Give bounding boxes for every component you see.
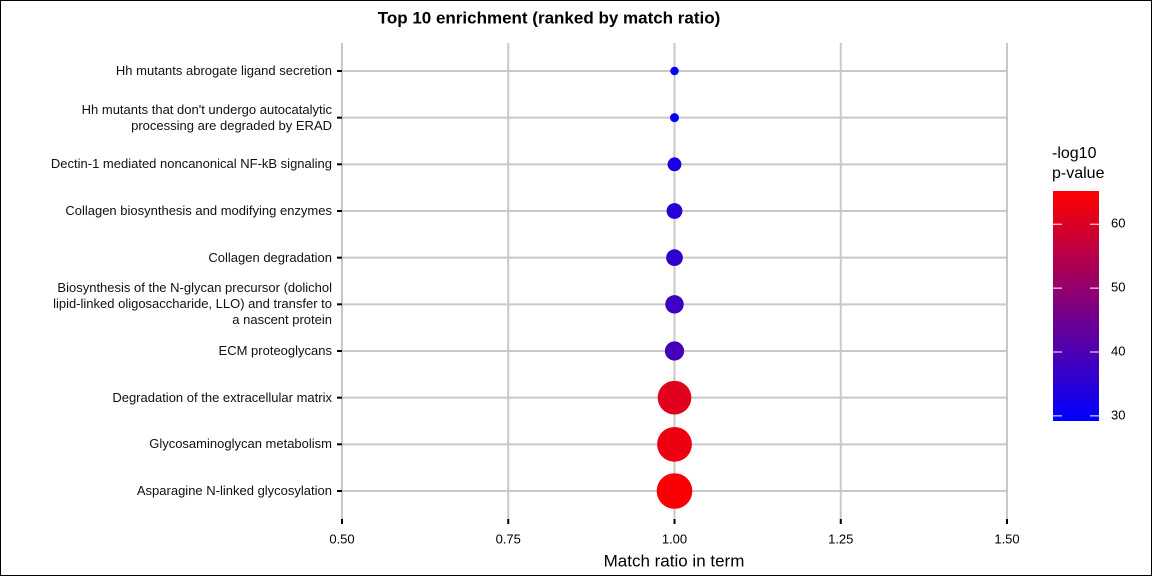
dot	[664, 341, 685, 361]
x-tick-label: 0.75	[496, 531, 521, 546]
dot	[667, 157, 682, 172]
x-tick-label: 1.25	[828, 531, 853, 546]
dot	[657, 380, 692, 415]
x-tick-label: 1.50	[994, 531, 1019, 546]
y-tick-label: Asparagine N-linked glycosylation	[136, 483, 332, 498]
chart-title: Top 10 enrichment (ranked by match ratio…	[378, 8, 721, 27]
dot	[656, 473, 693, 509]
dot	[666, 249, 683, 267]
y-tick-label: Glycosaminoglycan metabolism	[149, 436, 332, 452]
dot	[670, 113, 679, 123]
x-tick-label: 1.00	[662, 531, 687, 546]
y-tick-label: Degradation of the extracellular matrix	[112, 389, 332, 405]
colorbar-tick-label: 40	[1111, 343, 1125, 358]
colorbar-tick-label: 60	[1111, 216, 1125, 231]
dot	[665, 295, 684, 314]
dot	[666, 203, 683, 219]
colorbar-tick-label: 30	[1111, 407, 1125, 422]
y-tick-label: Hh mutants that don't undergo autocataly…	[81, 101, 332, 133]
colorbar-tick-label: 50	[1111, 280, 1125, 295]
colorbar	[1053, 191, 1099, 421]
legend-title: -log10 p-value	[1052, 145, 1105, 182]
y-tick-label: Biosynthesis of the N-glycan precursor (…	[53, 280, 332, 328]
y-tick-label: Dectin-1 mediated noncanonical NF-kB sig…	[50, 156, 332, 172]
dot	[657, 426, 692, 462]
y-tick-label: Collagen degradation	[208, 249, 332, 265]
y-tick-label: ECM proteoglycans	[218, 343, 332, 358]
x-axis-label: Match ratio in term	[604, 551, 745, 570]
dot	[670, 66, 679, 76]
y-tick-label: Hh mutants abrogate ligand secretion	[115, 63, 332, 78]
x-tick-label: 0.50	[329, 531, 354, 546]
y-tick-label: Collagen biosynthesis and modifying enzy…	[65, 203, 332, 218]
